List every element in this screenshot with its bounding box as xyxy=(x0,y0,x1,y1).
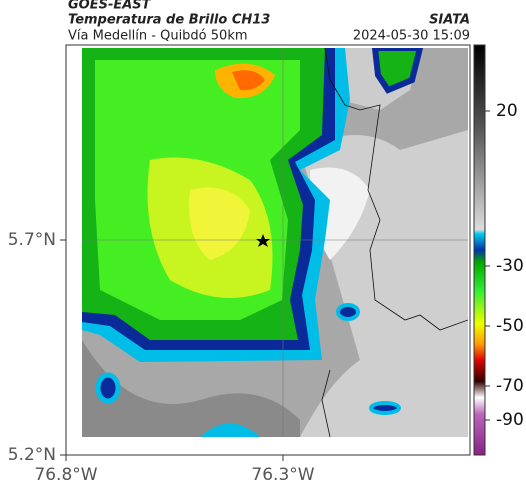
route: Vía Medellín - Quibdó 50km xyxy=(68,29,248,44)
lat-tick-label: 5.7°N xyxy=(8,230,56,250)
colorbar xyxy=(473,44,486,456)
satellite-image xyxy=(82,48,468,437)
lon-tick-label: 76.3°W xyxy=(251,465,314,485)
colorbar-tick-label: -90 xyxy=(496,410,524,430)
lon-tick-label: 76.8°W xyxy=(34,465,97,485)
lat-tick-label: 5.2°N xyxy=(8,445,56,465)
colorbar-tick-label: 20 xyxy=(496,101,518,121)
agency: SIATA xyxy=(429,13,470,28)
colorbar-tick-label: -70 xyxy=(496,376,524,396)
colorbar-tick-label: -30 xyxy=(496,256,524,276)
source: GOES-EAST xyxy=(68,0,152,13)
timestamp: 2024-05-30 15:09 xyxy=(353,29,470,44)
product: Temperatura de Brillo CH13 xyxy=(68,13,270,28)
colorbar-tick-label: -50 xyxy=(496,316,524,336)
